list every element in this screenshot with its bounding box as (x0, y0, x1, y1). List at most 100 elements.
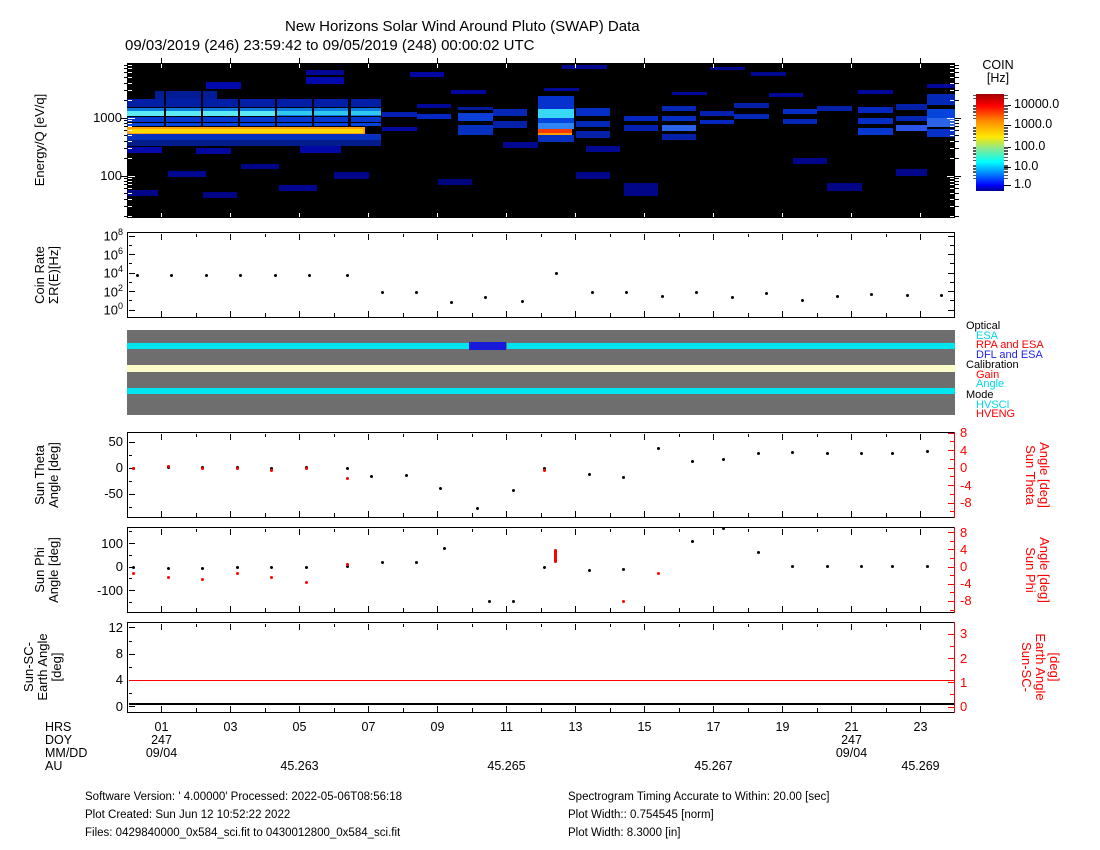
tick-mark (123, 120, 127, 122)
spectrogram-segment (817, 105, 852, 112)
status-legend-calibration: Calibration (966, 359, 1019, 371)
tick-mark (950, 646, 954, 647)
tick-mark (128, 178, 132, 180)
tick-mark (609, 313, 611, 317)
tick-mark (128, 601, 132, 603)
tick-mark (955, 82, 959, 84)
xaxis-row-label-au: AU (45, 759, 63, 773)
phi-right-ytick-label: -4 (960, 576, 972, 592)
tick-mark (123, 68, 127, 70)
spectrogram-segment (130, 128, 364, 133)
spectrogram-segment (792, 157, 828, 165)
red-bar-marker (554, 548, 558, 564)
tick-mark (609, 233, 611, 237)
coin-ytick-label: 108 (103, 227, 123, 244)
spectrogram-segment (311, 91, 314, 127)
spectrogram-segment (710, 66, 745, 71)
spectrogram-segment (451, 90, 486, 94)
tick-mark (713, 64, 714, 68)
tick-mark (128, 158, 132, 160)
tick-mark (1004, 146, 1011, 148)
phi-ytick-label: 100 (101, 535, 123, 551)
tick-mark (128, 254, 135, 255)
tick-mark (747, 433, 749, 437)
tick-mark (540, 513, 542, 517)
tick-mark (128, 82, 132, 84)
data-point (346, 563, 350, 567)
data-point (484, 296, 488, 300)
tick-mark (128, 117, 135, 119)
tick-mark (972, 127, 976, 129)
tick-mark (955, 68, 959, 70)
tick-mark (540, 608, 542, 612)
spectrogram-segment (575, 120, 610, 127)
tick-mark (1004, 174, 1008, 176)
tick-mark (950, 557, 954, 559)
tick-mark (609, 623, 611, 627)
tick-mark (947, 502, 954, 504)
spectrogram-segment (782, 109, 817, 115)
tick-mark (128, 543, 135, 544)
tick-mark (161, 528, 162, 535)
tick-mark (947, 117, 954, 119)
tick-mark (575, 310, 576, 317)
tick-mark (950, 82, 954, 84)
tick-mark (885, 708, 887, 712)
tick-mark (368, 310, 369, 317)
tick-mark (128, 181, 132, 183)
tick-mark (955, 126, 959, 128)
tick-mark (950, 123, 954, 125)
spectrogram-segment (206, 82, 241, 89)
data-point (925, 564, 929, 568)
tick-mark (713, 213, 714, 217)
mmdd-label: 09/04 (145, 746, 178, 760)
phi-right-ytick-label: 4 (960, 541, 968, 557)
tick-mark (264, 433, 266, 437)
tick-mark (972, 105, 976, 107)
tick-mark (972, 94, 976, 96)
tick-mark (678, 623, 680, 627)
tick-mark (747, 233, 749, 237)
data-point (170, 273, 174, 277)
tick-mark (1004, 130, 1008, 132)
colorbar-tick-label: 10000.0 (1014, 97, 1060, 111)
tick-mark (609, 608, 611, 612)
tick-mark (471, 513, 473, 517)
tick-mark (123, 198, 127, 200)
tick-mark (1004, 129, 1008, 131)
tick-mark (264, 708, 266, 712)
tick-mark (402, 608, 404, 612)
tick-mark (333, 313, 335, 317)
tick-mark (368, 433, 369, 440)
hour-label: 09 (430, 720, 445, 734)
tick-mark (128, 120, 132, 122)
spectrogram-segment (334, 172, 369, 179)
tick-mark (128, 272, 135, 274)
spectrogram-segment (458, 124, 493, 136)
tick-mark (955, 158, 959, 160)
tick-mark (950, 511, 954, 513)
spectrogram-segment (537, 132, 573, 135)
tick-mark (644, 58, 645, 63)
hour-label: 13 (568, 720, 583, 734)
data-point (346, 467, 350, 471)
coin-ytick-label: 106 (103, 245, 123, 262)
spectrogram-segment (672, 91, 707, 95)
spectrogram-segment (537, 128, 573, 133)
au-label: 45.263 (280, 759, 319, 773)
tick-mark (1004, 108, 1008, 110)
theta-ytick-label: 0 (115, 460, 123, 475)
tick-mark (950, 575, 954, 577)
tick-mark (437, 510, 438, 517)
tick-mark (333, 623, 335, 627)
spectrogram-segment (699, 119, 735, 125)
spectrogram-segment (348, 91, 351, 127)
tick-mark (437, 58, 438, 63)
tick-mark (851, 64, 852, 68)
tick-mark (950, 76, 954, 78)
spectrogram-segment (782, 119, 817, 125)
data-point (166, 566, 170, 570)
data-point (346, 564, 350, 568)
tick-mark (950, 540, 954, 542)
